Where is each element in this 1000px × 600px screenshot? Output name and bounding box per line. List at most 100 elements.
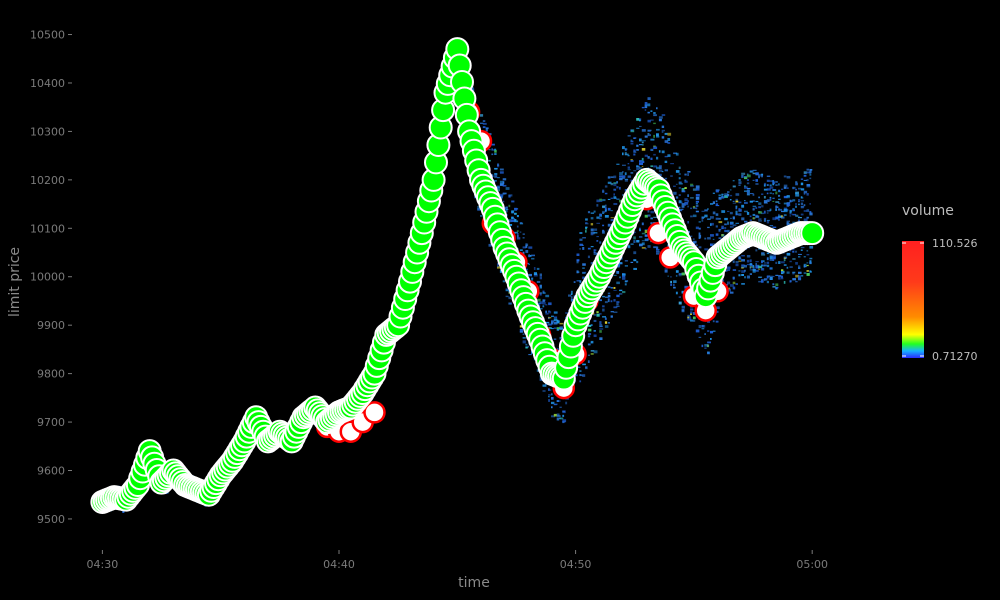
heat-cell bbox=[497, 165, 500, 168]
heat-cell bbox=[516, 235, 519, 238]
heat-cell bbox=[763, 184, 766, 187]
heat-cell bbox=[675, 270, 679, 273]
heat-cell bbox=[710, 222, 714, 226]
heat-cell bbox=[704, 209, 708, 212]
heat-cell bbox=[798, 253, 802, 255]
heat-cell bbox=[678, 301, 682, 305]
heat-cell bbox=[582, 363, 586, 366]
heat-cell bbox=[795, 280, 798, 283]
heat-cell bbox=[678, 194, 681, 196]
heat-cell bbox=[624, 260, 628, 262]
heat-cell bbox=[729, 199, 732, 201]
heat-cell bbox=[781, 216, 785, 219]
heat-cell bbox=[744, 190, 748, 192]
heat-cell bbox=[701, 219, 704, 222]
heat-cell bbox=[732, 202, 737, 204]
heat-cell bbox=[755, 249, 758, 252]
heat-cell bbox=[724, 270, 728, 272]
heat-cell bbox=[786, 271, 790, 274]
heat-cell bbox=[542, 301, 546, 305]
heat-cell bbox=[746, 182, 750, 185]
heat-cell bbox=[681, 208, 684, 210]
heat-cell bbox=[758, 206, 761, 209]
heat-cell bbox=[525, 347, 528, 349]
heat-cell bbox=[525, 345, 529, 348]
heat-cell bbox=[548, 396, 550, 398]
heat-cell bbox=[587, 354, 590, 356]
heat-cell bbox=[551, 322, 554, 325]
heat-cell bbox=[795, 194, 800, 197]
heat-cell bbox=[582, 237, 586, 239]
heat-cell bbox=[531, 257, 535, 260]
heat-cell bbox=[494, 149, 497, 153]
heat-cell bbox=[516, 237, 521, 240]
heat-cell bbox=[783, 257, 786, 259]
heat-cell bbox=[761, 193, 764, 195]
heat-cell bbox=[553, 311, 558, 314]
heat-cell bbox=[766, 212, 769, 214]
heat-cell bbox=[681, 272, 686, 276]
heat-cell bbox=[619, 293, 623, 295]
heat-cell bbox=[763, 210, 766, 214]
heat-cell bbox=[772, 275, 775, 278]
heat-cell bbox=[707, 226, 710, 229]
heat-cell bbox=[514, 212, 517, 215]
heat-cell bbox=[664, 160, 668, 163]
heat-cell bbox=[622, 273, 626, 276]
heat-cell bbox=[122, 510, 125, 513]
heat-cell bbox=[519, 231, 522, 233]
heat-cell bbox=[681, 203, 685, 206]
heat-cell bbox=[653, 122, 656, 125]
heat-cell bbox=[539, 292, 542, 294]
heat-cell bbox=[622, 146, 625, 150]
heat-cell bbox=[786, 266, 789, 269]
heat-cell bbox=[675, 183, 678, 185]
heat-cell bbox=[522, 251, 525, 255]
heat-cell bbox=[724, 193, 729, 197]
heat-cell bbox=[766, 175, 771, 177]
heat-cell bbox=[758, 220, 762, 222]
y-tick-label: 10300 bbox=[30, 125, 65, 138]
heat-cell bbox=[667, 138, 671, 141]
heat-cell bbox=[610, 217, 614, 219]
heat-cell bbox=[675, 152, 679, 156]
heat-cell bbox=[639, 236, 643, 238]
heat-cell bbox=[741, 270, 745, 273]
heat-cell bbox=[536, 298, 541, 302]
heat-cell bbox=[502, 192, 507, 195]
heat-cell bbox=[732, 286, 736, 290]
heat-cell bbox=[610, 219, 614, 222]
heat-cell bbox=[729, 284, 734, 287]
heat-cell bbox=[579, 374, 582, 376]
heat-cell bbox=[712, 211, 716, 215]
heat-cell bbox=[721, 196, 725, 199]
heat-cell bbox=[587, 255, 590, 259]
heat-cell bbox=[678, 166, 681, 169]
heat-cell bbox=[752, 169, 757, 171]
heat-cell bbox=[775, 184, 778, 186]
heat-cell bbox=[497, 264, 499, 268]
heat-cell bbox=[806, 209, 810, 212]
heat-cell bbox=[752, 213, 756, 216]
heat-cell bbox=[499, 183, 504, 186]
heat-cell bbox=[602, 229, 605, 233]
heat-cell bbox=[619, 276, 621, 279]
heat-cell bbox=[695, 207, 698, 210]
heat-cell bbox=[604, 325, 609, 328]
heat-cell bbox=[613, 203, 618, 205]
heat-cell bbox=[781, 269, 784, 271]
heat-cell bbox=[542, 384, 547, 387]
heat-cell bbox=[641, 165, 644, 168]
heat-cell bbox=[650, 157, 653, 160]
heat-cell bbox=[622, 291, 626, 294]
heat-cell bbox=[596, 313, 600, 317]
heat-cell bbox=[499, 195, 503, 198]
heat-cell bbox=[673, 286, 676, 289]
heat-cell bbox=[505, 208, 509, 210]
heat-cell bbox=[539, 273, 542, 277]
heat-cell bbox=[488, 159, 491, 162]
heat-cell bbox=[752, 172, 756, 175]
heat-cell bbox=[692, 238, 695, 240]
heat-cell bbox=[752, 270, 756, 273]
heat-cell bbox=[656, 166, 660, 170]
